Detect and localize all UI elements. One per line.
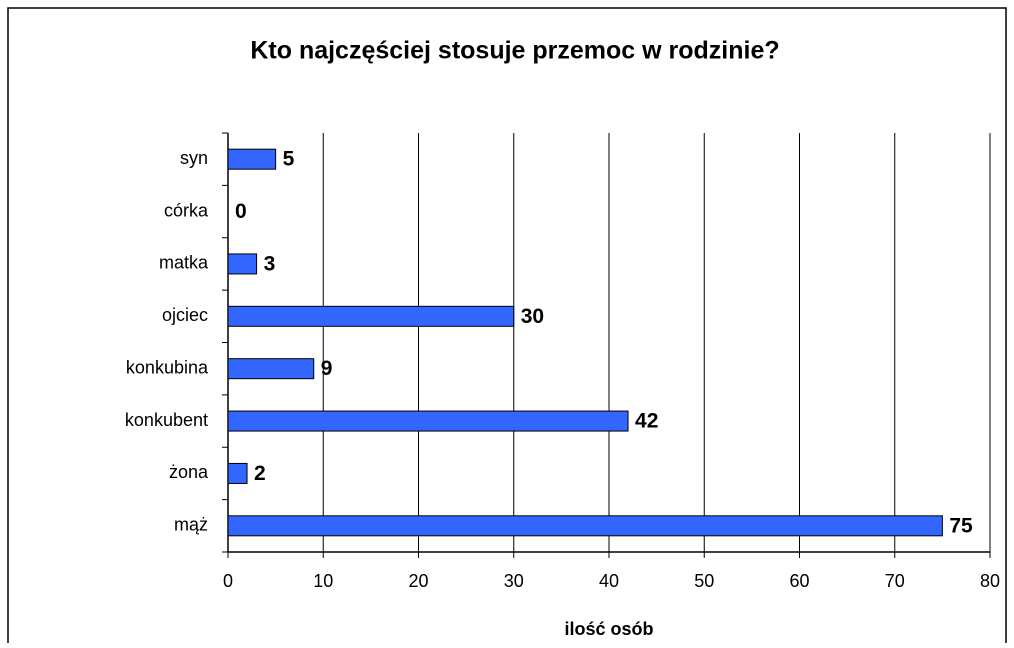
chart-frame bbox=[7, 7, 1007, 648]
x-tick-label: 80 bbox=[980, 571, 1000, 591]
y-tick-label: żona bbox=[169, 462, 209, 482]
value-label: 9 bbox=[321, 357, 333, 380]
x-axis-label: ilość osób bbox=[564, 619, 653, 639]
x-tick-label: 10 bbox=[313, 571, 333, 591]
y-tick-label: syn bbox=[180, 148, 208, 168]
x-tick-label: 30 bbox=[504, 571, 524, 591]
value-label: 2 bbox=[254, 462, 266, 485]
bar bbox=[227, 515, 943, 537]
y-tick-label: konkubent bbox=[125, 410, 208, 430]
bar bbox=[227, 253, 258, 275]
x-tick-label: 20 bbox=[408, 571, 428, 591]
bar bbox=[227, 358, 315, 380]
value-label: 42 bbox=[635, 410, 658, 433]
y-tick-label: mąż bbox=[174, 515, 208, 535]
y-tick-label: córka bbox=[164, 200, 209, 220]
x-tick-label: 40 bbox=[599, 571, 619, 591]
value-label: 5 bbox=[283, 148, 295, 171]
value-label: 3 bbox=[264, 252, 276, 275]
x-tick-label: 60 bbox=[789, 571, 809, 591]
y-tick-label: matka bbox=[159, 253, 209, 273]
value-label: 30 bbox=[521, 305, 544, 328]
x-tick-label: 70 bbox=[885, 571, 905, 591]
bar bbox=[227, 148, 277, 170]
y-tick-label: konkubina bbox=[126, 357, 209, 377]
x-tick-label: 50 bbox=[694, 571, 714, 591]
y-tick-label: ojciec bbox=[162, 305, 208, 325]
bar bbox=[227, 462, 248, 484]
value-label: 75 bbox=[949, 514, 973, 537]
bar bbox=[227, 410, 629, 432]
x-tick-label: 0 bbox=[223, 571, 233, 591]
bar bbox=[227, 305, 515, 327]
chart-title: Kto najczęściej stosuje przemoc w rodzin… bbox=[250, 37, 779, 65]
value-label: 0 bbox=[235, 200, 247, 223]
